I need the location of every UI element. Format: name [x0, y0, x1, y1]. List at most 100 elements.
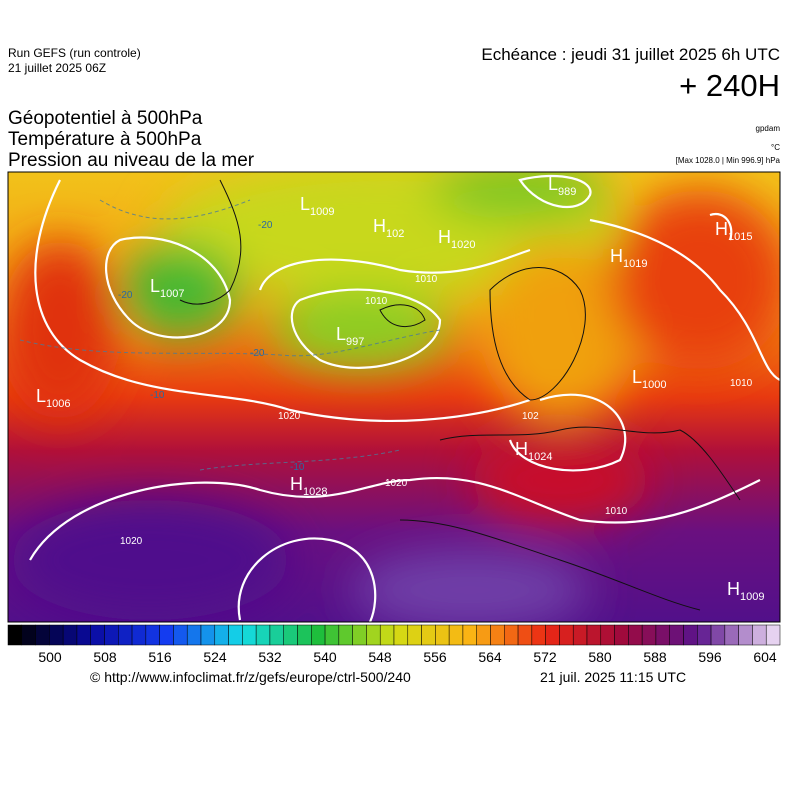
run-name: Run GEFS (run controle): [8, 46, 141, 60]
isobar-label: 1010: [415, 274, 438, 285]
colorbar-swatch: [586, 624, 602, 646]
center-kind: L: [150, 276, 160, 296]
colorbar-swatch: [76, 624, 91, 646]
colorbar-swatch: [186, 624, 202, 646]
unit: °C: [771, 143, 780, 152]
lead-time: + 240H: [679, 68, 780, 103]
colorbar-swatch: [600, 624, 615, 646]
pressure-center: H102: [373, 216, 404, 240]
colorbar-swatch: [90, 624, 105, 646]
field: [8, 172, 780, 622]
center-kind: H: [373, 216, 386, 236]
colorbar-swatch: [311, 624, 326, 646]
colorbar-swatch: [765, 624, 781, 646]
isotherm-label: -10: [150, 390, 165, 401]
pressure-center: L1009: [300, 194, 335, 218]
center-kind: H: [515, 439, 528, 459]
colorbar-swatch: [214, 624, 229, 646]
center-kind: L: [548, 174, 558, 194]
colorbar-swatch: [545, 624, 560, 646]
colorbar-tick-label: 540: [313, 649, 337, 665]
colorbar-swatch: [641, 624, 657, 646]
colorbar-tick-label: 524: [203, 649, 227, 665]
colorbar-swatch: [159, 624, 174, 646]
isotherm-label: -20: [118, 290, 133, 301]
field-name: Géopotentiel à 500hPa: [8, 108, 203, 129]
center-kind: H: [290, 474, 303, 494]
colorbar-swatch: [269, 624, 284, 646]
center-kind: L: [632, 367, 642, 387]
field-name: Température à 500hPa: [8, 129, 202, 150]
colorbar-tick-label: 596: [698, 649, 722, 665]
source-url: © http://www.infoclimat.fr/z/gefs/europe…: [90, 669, 411, 685]
pressure-center: H1015: [715, 219, 752, 243]
colorbar-tick-label: 580: [588, 649, 612, 665]
colorbar-tick-label: 532: [258, 649, 282, 665]
colorbar-swatch: [173, 624, 188, 646]
colorbar-tick-label: 604: [753, 649, 777, 665]
colorbar-swatch: [283, 624, 298, 646]
colorbar-swatch: [697, 624, 712, 646]
center-value: 1009: [310, 206, 334, 218]
colorbar-swatch: [628, 624, 643, 646]
isobar-label: 1020: [385, 478, 408, 489]
center-kind: L: [36, 386, 46, 406]
run-date: 21 juillet 2025 06Z: [8, 61, 107, 75]
isobar-label: 1020: [278, 411, 301, 422]
colorbar-swatch: [366, 624, 381, 646]
isobar-label: 1010: [730, 378, 753, 389]
colorbar-swatch: [517, 624, 533, 646]
colorbar-swatch: [655, 624, 670, 646]
colorbar-tick-label: 516: [148, 649, 172, 665]
colorbar-swatch: [462, 624, 477, 646]
center-value: 1007: [160, 288, 184, 300]
center-kind: L: [300, 194, 310, 214]
colorbar-swatch: [531, 624, 546, 646]
colorbar-swatch: [228, 624, 243, 646]
isobar-label: 102: [522, 411, 539, 422]
valid-time: Echéance : jeudi 31 juillet 2025 6h UTC: [481, 45, 780, 64]
colorbar-swatch: [242, 624, 257, 646]
colorbar-swatch: [145, 624, 160, 646]
colorbar-swatch: [669, 624, 684, 646]
isobar-label: 1010: [365, 296, 388, 307]
isobar-label: 1020: [120, 536, 143, 547]
pressure-center: L1006: [36, 386, 71, 410]
colorbar-swatch: [407, 624, 422, 646]
issued-time: 21 juil. 2025 11:15 UTC: [540, 669, 687, 685]
center-value: 1019: [623, 258, 647, 270]
colorbar-swatch: [297, 624, 312, 646]
unit: gpdam: [755, 124, 780, 133]
colorbar-swatch: [324, 624, 340, 646]
colorbar-swatch: [752, 624, 767, 646]
colorbar-tick-label: 548: [368, 649, 392, 665]
colorbar-swatch: [504, 624, 519, 646]
center-kind: L: [336, 324, 346, 344]
colorbar-swatch: [352, 624, 367, 646]
center-value: 989: [558, 186, 576, 198]
colorbar-swatch: [379, 624, 395, 646]
colorbar-swatch: [49, 624, 64, 646]
center-kind: H: [715, 219, 728, 239]
center-value: 997: [346, 336, 364, 348]
colorbar-tick-label: 500: [38, 649, 62, 665]
pressure-center: L989: [548, 174, 576, 198]
colorbar-swatch: [118, 624, 133, 646]
center-value: 1028: [303, 486, 327, 498]
pressure-center: H1009: [727, 579, 764, 603]
colorbar-swatch: [21, 624, 36, 646]
colorbar-swatch: [338, 624, 353, 646]
colorbar-swatch: [572, 624, 588, 646]
center-kind: H: [438, 227, 451, 247]
pressure-center: H1028: [290, 474, 327, 498]
center-value: 1024: [528, 451, 552, 463]
pressure-center: L997: [336, 324, 364, 348]
unit: [Max 1028.0 | Min 996.9] hPa: [675, 156, 780, 165]
colorbar-swatch: [476, 624, 491, 646]
field-name: Pression au niveau de la mer: [8, 150, 255, 171]
center-value: 1009: [740, 591, 764, 603]
colorbar-swatch: [131, 624, 147, 646]
colorbar-tick-label: 508: [93, 649, 117, 665]
pressure-center: H1020: [438, 227, 475, 251]
isobar-label: 1010: [605, 506, 628, 517]
